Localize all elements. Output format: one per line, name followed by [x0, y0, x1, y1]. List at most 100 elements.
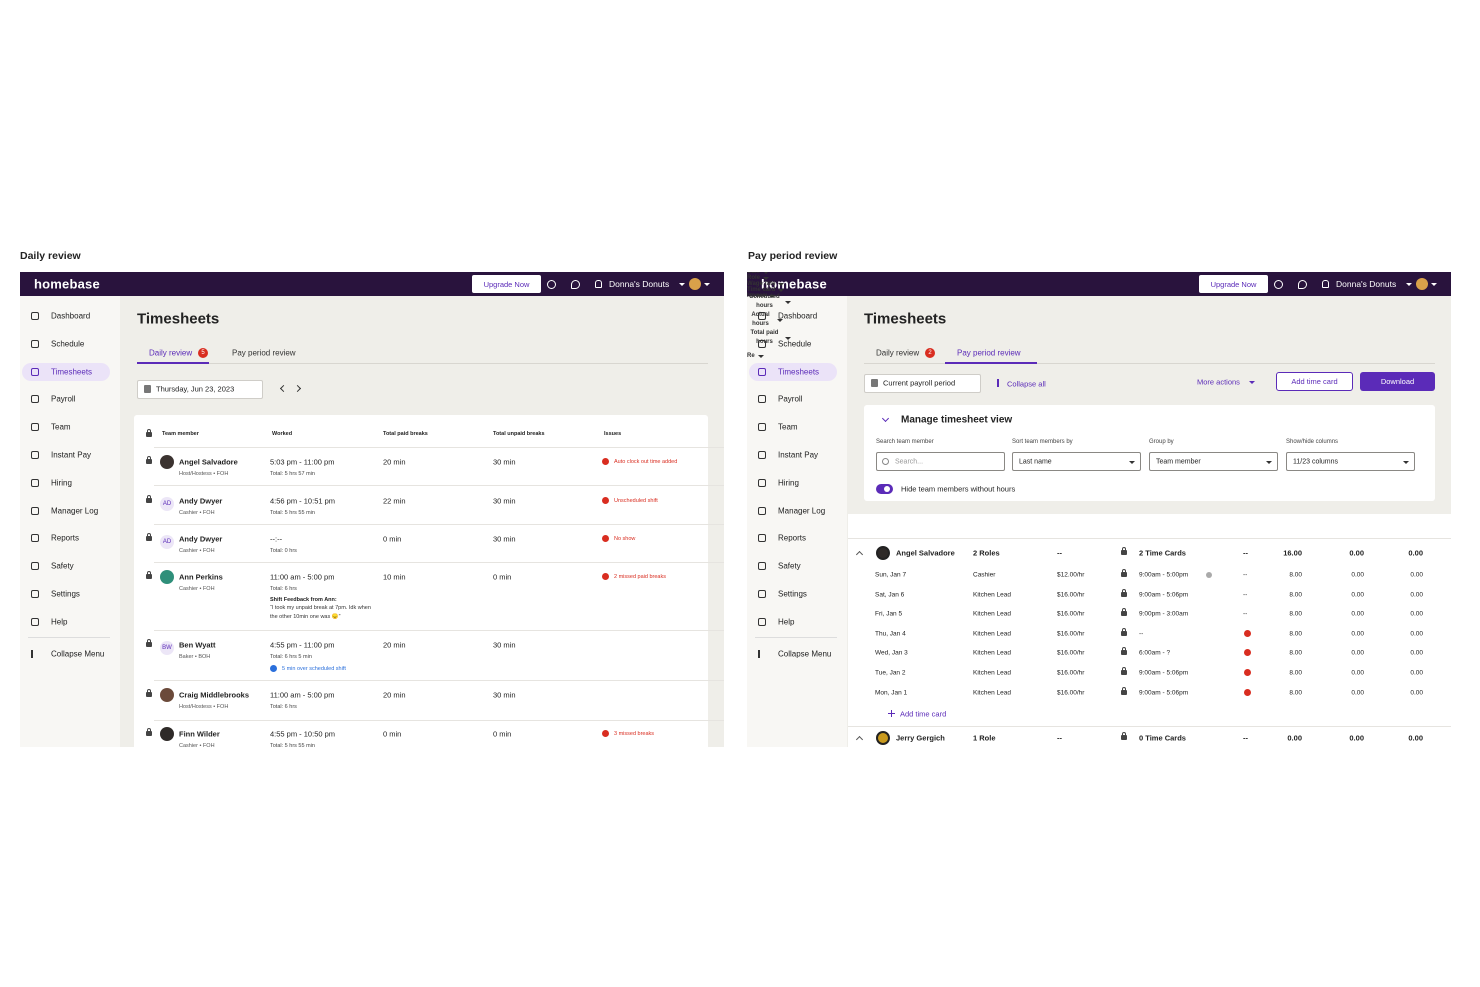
nav-item[interactable]: Manager Log — [51, 506, 99, 516]
period-picker[interactable] — [864, 374, 981, 393]
chat-icon[interactable] — [1298, 280, 1307, 289]
row-separator — [154, 485, 724, 486]
manage-title: Manage timesheet view — [901, 414, 1013, 426]
nav-item[interactable]: Instant Pay — [778, 450, 819, 460]
column-header-text[interactable]: Total paid hours — [750, 330, 779, 345]
nav-active-pill — [22, 362, 110, 381]
select[interactable] — [1286, 452, 1415, 471]
nav-item[interactable]: Payroll — [51, 394, 76, 404]
nav-item[interactable]: Manager Log — [778, 506, 826, 516]
download-button[interactable]: Download — [1360, 372, 1435, 391]
nav-item[interactable]: Reports — [778, 533, 807, 543]
paid-breaks: 20 min — [383, 457, 406, 467]
tab[interactable]: Pay period review — [232, 348, 296, 358]
tab-underline — [945, 362, 1037, 364]
clock-icon[interactable] — [1274, 280, 1283, 289]
date: Thursday, Jun 23, 2023 — [156, 384, 235, 394]
lock-icon — [146, 642, 152, 647]
lock-icon — [146, 731, 152, 736]
member-name[interactable]: Angel Salvadore — [896, 548, 955, 558]
more-actions[interactable]: More actions — [1197, 377, 1240, 387]
collapse-all[interactable]: Collapse all — [1007, 379, 1046, 389]
lock-shackle — [1122, 608, 1126, 613]
unpaid-breaks: 0 min — [493, 572, 512, 582]
account-name[interactable]: Donna's Donuts — [609, 279, 670, 289]
nav-item[interactable]: Hiring — [778, 478, 799, 488]
add-time-card-link[interactable]: Add time card — [900, 709, 947, 719]
column-header: Team member — [162, 431, 199, 437]
upgrade-button[interactable]: Upgrade Now — [472, 275, 541, 293]
lock-icon — [1121, 611, 1127, 617]
search-input[interactable] — [876, 452, 1005, 471]
nav-item[interactable]: Reports — [51, 533, 80, 543]
upgrade-button[interactable]: Upgrade Now — [1199, 275, 1268, 293]
select[interactable] — [1149, 452, 1278, 471]
nav-item[interactable]: Settings — [51, 589, 80, 599]
bell-icon[interactable] — [1322, 280, 1329, 288]
bell-icon[interactable] — [595, 280, 602, 288]
column-header: Date — [747, 272, 1451, 275]
nav-item[interactable]: Help — [51, 617, 68, 627]
pay-period-review-panel: homebase Upgrade Now Donna's Donuts Dashboa… — [747, 272, 1451, 747]
column-header-text[interactable]: Issues — [747, 293, 766, 299]
nav-item[interactable]: Team — [778, 422, 798, 432]
add-time-card-button[interactable]: Add time card — [1276, 372, 1353, 391]
caret — [679, 283, 685, 286]
column-header-text[interactable]: Date — [747, 272, 761, 275]
collapse-menu[interactable]: Collapse Menu — [778, 649, 832, 659]
worked: 4:55 pm - 11:00 pm — [270, 640, 335, 650]
row-separator — [848, 726, 1451, 727]
nav-item[interactable]: Safety — [51, 561, 74, 571]
nav-item[interactable]: Safety — [778, 561, 801, 571]
nav-item[interactable]: Help — [778, 617, 795, 627]
member-role: Cashier • FOH — [179, 586, 215, 592]
column-header-text[interactable]: Re — [747, 353, 755, 359]
tab[interactable]: Daily review — [876, 348, 920, 358]
nav-item[interactable]: Timesheets — [51, 367, 93, 377]
nav-item[interactable]: Timesheets — [778, 367, 820, 377]
member-role: Baker • BOH — [179, 654, 211, 660]
scheduled-hours: 8.00 — [1289, 591, 1302, 599]
member-role: Host/Hostess • FOH — [179, 471, 229, 477]
lock-icon — [1121, 735, 1127, 740]
collapse-menu[interactable]: Collapse Menu — [51, 649, 105, 659]
nav-item[interactable]: Team — [51, 422, 71, 432]
nav-item[interactable]: Hiring — [51, 478, 72, 488]
issues: -- — [1243, 610, 1248, 618]
toggle-label: Hide team members without hours — [901, 484, 1016, 494]
page-title: Timesheets — [864, 310, 947, 328]
date-picker[interactable] — [137, 380, 263, 399]
nav-item[interactable]: Payroll — [778, 394, 803, 404]
date: Wed, Jan 3 — [875, 649, 908, 657]
nav-item[interactable]: Schedule — [778, 339, 812, 349]
nav-item[interactable]: Settings — [778, 589, 807, 599]
scheduled-hours: 8.00 — [1289, 571, 1302, 579]
caret — [785, 336, 791, 340]
total-paid-hours: 0.00 — [1410, 571, 1423, 579]
clock-icon[interactable] — [547, 280, 556, 289]
column-header-text[interactable]: Time card — [747, 287, 776, 293]
tab[interactable]: Pay period review — [957, 348, 1021, 358]
chat-icon[interactable] — [571, 280, 580, 289]
column-header-text[interactable]: Actual hours — [751, 312, 770, 327]
row-separator — [154, 720, 724, 721]
field-label: Show/hide columns — [1286, 439, 1339, 445]
nav-active-pill — [749, 362, 837, 381]
account-name[interactable]: Donna's Donuts — [1336, 279, 1397, 289]
select[interactable] — [1012, 452, 1141, 471]
nav-icon — [758, 506, 766, 515]
actual-hours: 0.00 — [1351, 610, 1364, 618]
column-header-text[interactable]: Wage rate — [747, 281, 776, 287]
member-name[interactable]: Jerry Gergich — [896, 733, 945, 743]
column-header-text[interactable]: Scheduled hours — [749, 294, 780, 309]
column-header-text[interactable]: Role — [747, 275, 761, 281]
nav-item[interactable]: Dashboard — [51, 311, 91, 321]
nav-item[interactable]: Dashboard — [778, 311, 818, 321]
time-card: 2 Time Cards — [1139, 548, 1186, 558]
tab[interactable]: Daily review — [149, 348, 193, 358]
paid-breaks: 22 min — [383, 496, 406, 506]
row-separator — [848, 538, 1451, 539]
issue-icon — [602, 573, 609, 580]
nav-item[interactable]: Instant Pay — [51, 450, 92, 460]
nav-item[interactable]: Schedule — [51, 339, 85, 349]
